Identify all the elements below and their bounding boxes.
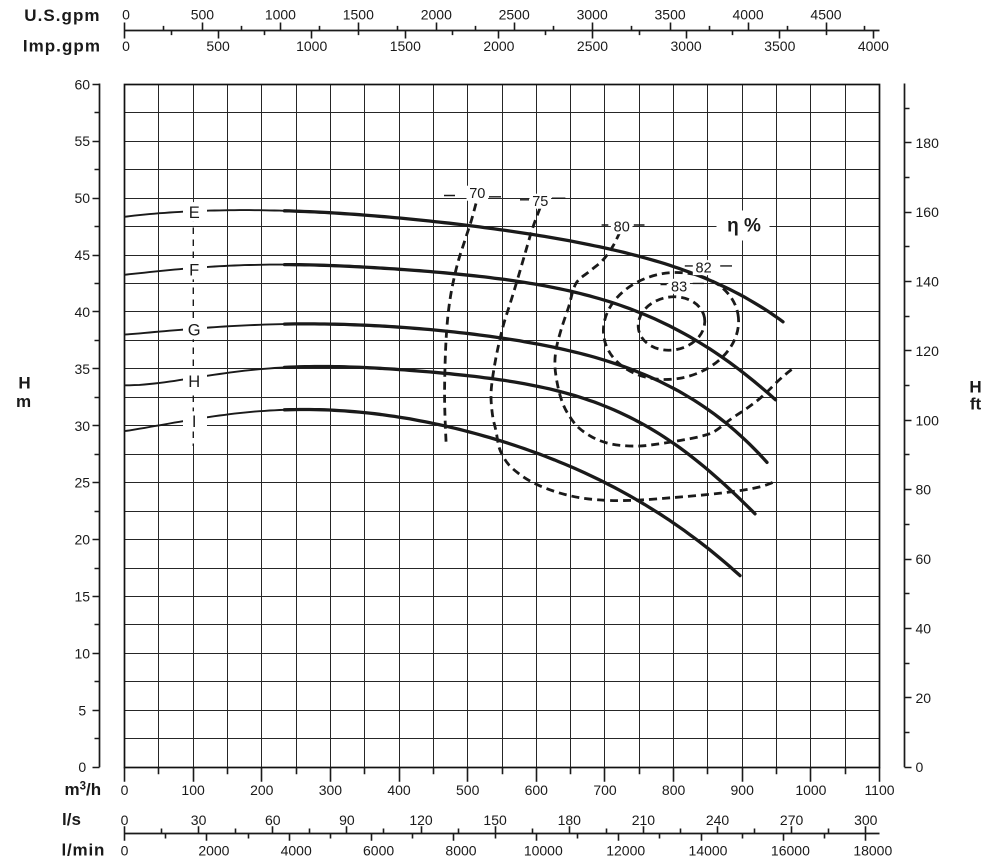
svg-text:4000: 4000 [733,7,764,23]
svg-text:1100: 1100 [864,782,894,798]
svg-text:3500: 3500 [764,38,795,54]
svg-text:8000: 8000 [445,843,476,859]
svg-text:3000: 3000 [671,38,702,54]
svg-text:H: H [188,373,200,391]
svg-text:0: 0 [121,812,129,828]
svg-text:U.S.gpm: U.S.gpm [24,6,100,25]
svg-text:0: 0 [121,782,129,798]
svg-text:3000: 3000 [577,7,608,23]
svg-text:900: 900 [731,782,755,798]
svg-text:100: 100 [916,412,940,428]
svg-text:30: 30 [191,812,207,828]
svg-text:4500: 4500 [810,7,841,23]
svg-text:70: 70 [469,186,485,202]
svg-text:60: 60 [916,551,932,567]
svg-text:ft: ft [970,395,982,414]
svg-text:25: 25 [75,475,91,491]
svg-text:l/min: l/min [62,841,106,860]
svg-text:80: 80 [916,482,932,498]
svg-text:1000: 1000 [795,782,826,798]
svg-text:1000: 1000 [296,38,327,54]
svg-text:15: 15 [75,589,91,605]
svg-text:m3/h: m3/h [65,780,102,799]
svg-text:0: 0 [78,759,86,775]
svg-text:18000: 18000 [853,843,892,859]
svg-text:5: 5 [78,702,86,718]
svg-text:0: 0 [122,38,130,54]
svg-text:60: 60 [75,76,91,92]
svg-text:10: 10 [75,645,91,661]
svg-text:55: 55 [75,133,91,149]
svg-text:4000: 4000 [858,38,889,54]
svg-text:14000: 14000 [689,843,728,859]
svg-text:0: 0 [121,843,129,859]
svg-text:180: 180 [558,812,582,828]
svg-text:600: 600 [525,782,549,798]
svg-text:Imp.gpm: Imp.gpm [23,37,101,56]
svg-text:E: E [189,204,200,222]
svg-text:3500: 3500 [655,7,686,23]
svg-text:16000: 16000 [771,843,810,859]
svg-text:75: 75 [532,194,548,210]
svg-text:700: 700 [593,782,617,798]
svg-text:2500: 2500 [577,38,608,54]
svg-text:m: m [16,392,31,411]
svg-text:30: 30 [75,418,91,434]
svg-text:180: 180 [916,135,940,151]
svg-text:0: 0 [122,7,130,23]
svg-text:150: 150 [483,812,507,828]
svg-text:400: 400 [387,782,411,798]
svg-text:2000: 2000 [198,843,229,859]
svg-text:12000: 12000 [606,843,645,859]
svg-text:60: 60 [265,812,281,828]
svg-text:F: F [189,261,199,279]
svg-text:80: 80 [614,220,630,236]
svg-text:η %: η % [727,216,761,237]
svg-text:20: 20 [916,690,932,706]
svg-text:300: 300 [854,812,878,828]
svg-text:45: 45 [75,247,91,263]
svg-text:2000: 2000 [483,38,514,54]
svg-text:270: 270 [780,812,804,828]
svg-text:2500: 2500 [499,7,530,23]
svg-text:140: 140 [916,274,940,290]
svg-text:200: 200 [250,782,274,798]
svg-text:800: 800 [662,782,686,798]
svg-text:1500: 1500 [343,7,374,23]
svg-text:2000: 2000 [421,7,452,23]
svg-text:500: 500 [456,782,480,798]
svg-text:120: 120 [916,343,940,359]
svg-text:H: H [969,377,981,396]
svg-text:500: 500 [191,7,215,23]
svg-text:500: 500 [206,38,230,54]
svg-text:83: 83 [671,279,687,295]
svg-text:100: 100 [181,782,205,798]
svg-text:H: H [18,373,30,392]
svg-text:1500: 1500 [390,38,421,54]
svg-text:90: 90 [339,812,355,828]
svg-text:210: 210 [632,812,656,828]
svg-text:120: 120 [409,812,433,828]
svg-text:40: 40 [75,304,91,320]
svg-text:6000: 6000 [363,843,394,859]
svg-text:0: 0 [916,759,924,775]
svg-text:300: 300 [319,782,343,798]
svg-text:10000: 10000 [524,843,563,859]
svg-text:82: 82 [696,261,712,277]
svg-text:I: I [192,413,197,431]
svg-text:4000: 4000 [281,843,312,859]
svg-text:35: 35 [75,361,91,377]
svg-text:1000: 1000 [265,7,296,23]
svg-text:40: 40 [916,620,932,636]
svg-text:G: G [188,321,201,339]
svg-text:20: 20 [75,532,91,548]
svg-text:160: 160 [916,204,940,220]
svg-text:240: 240 [706,812,730,828]
svg-text:50: 50 [75,190,91,206]
svg-text:l/s: l/s [62,810,81,829]
